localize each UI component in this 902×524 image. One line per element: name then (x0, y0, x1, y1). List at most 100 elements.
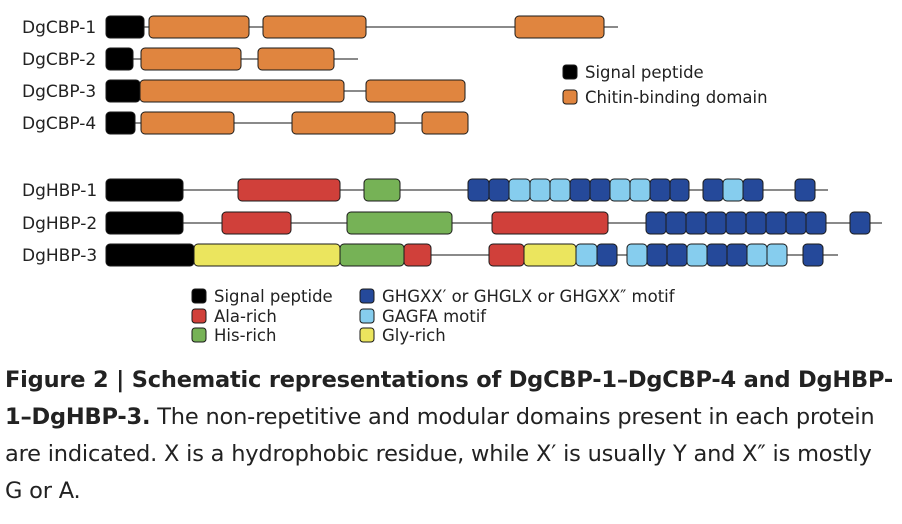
ghgxx-motif-domain (669, 178, 690, 202)
ghgxx-motif-domain (742, 178, 764, 202)
gagfa-motif-domain (626, 243, 648, 267)
ala-rich-domain (491, 211, 609, 235)
legend-label: Signal peptide (585, 63, 704, 82)
protein-label: DgCBP-4 (22, 114, 96, 134)
legend-swatch (191, 288, 207, 304)
gagfa-motif-domain (575, 243, 598, 267)
signal-peptide-domain (105, 243, 195, 267)
ghgxx-motif-domain (488, 178, 510, 202)
chitin-binding-domain (291, 111, 396, 135)
caption-title: Figure 2 | Schematic representations of … (5, 367, 893, 430)
legend-swatch (359, 308, 375, 324)
ghgxx-motif-domain (649, 178, 671, 202)
chitin-binding-domain (140, 47, 242, 71)
legend-signal-peptide: Signal peptide (562, 63, 704, 82)
protein-label: DgCBP-1 (22, 18, 96, 38)
legend-swatch (359, 288, 375, 304)
legend-swatch (562, 89, 578, 105)
ghgxx-motif-domain (646, 243, 668, 267)
chitin-binding-domain (262, 15, 367, 39)
protein-dgcbp-3: DgCBP-3 (22, 79, 466, 103)
legend-label: His-rich (214, 326, 276, 345)
chitin-binding-domain (365, 79, 466, 103)
domain-schematic: DgCBP-1 DgCBP-2 DgCBP-3 DgCBP-4 Signal pept… (22, 15, 882, 345)
legend-label: Gly-rich (382, 326, 446, 345)
signal-peptide-domain (105, 47, 134, 71)
ghgxx-motif-domain (726, 243, 748, 267)
chitin-binding-domain (139, 79, 345, 103)
protein-dgcbp-2: DgCBP-2 (22, 47, 358, 71)
protein-dghbp-3: DgHBP-3 (22, 243, 838, 267)
ghgxx-motif-domain (645, 211, 667, 235)
ghgxx-motif-domain (589, 178, 611, 202)
dghbp-schematics: DgHBP-1 DgHBP-2 DgHBP-3 (22, 178, 882, 267)
ghgxx-motif-domain (702, 178, 724, 202)
protein-dghbp-2: DgHBP-2 (22, 211, 882, 235)
ghgxx-motif-domain (569, 178, 591, 202)
gagfa-motif-domain (549, 178, 571, 202)
ghgxx-motif-domain (596, 243, 618, 267)
chitin-binding-domain (257, 47, 335, 71)
ghgxx-motif-domain (685, 211, 707, 235)
ala-rich-domain (488, 243, 525, 267)
gagfa-motif-domain (722, 178, 744, 202)
legend-swatch (191, 327, 207, 343)
gagfa-motif-domain (686, 243, 708, 267)
protein-label: DgHBP-2 (22, 214, 97, 234)
ghgxx-motif-domain (706, 243, 728, 267)
chitin-binding-domain (421, 111, 469, 135)
ghgxx-motif-domain (785, 211, 807, 235)
ala-rich-domain (403, 243, 432, 267)
legend-gly-rich: Gly-rich (359, 326, 446, 345)
signal-peptide-domain (105, 15, 145, 39)
protein-label: DgCBP-2 (22, 50, 96, 70)
gly-rich-domain (523, 243, 577, 267)
legend-swatch (359, 327, 375, 343)
caption-body: The non-repetitive and modular domains p… (5, 404, 875, 504)
ghgxx-motif-domain (805, 211, 827, 235)
ala-rich-domain (237, 178, 341, 202)
legend-label: GHGXX′ or GHGLX or GHGXX″ motif (382, 287, 676, 306)
ghgxx-motif-domain (745, 211, 767, 235)
legend-swatch (191, 308, 207, 324)
protein-label: DgHBP-3 (22, 246, 97, 266)
gagfa-motif-domain (508, 178, 531, 202)
signal-peptide-domain (105, 178, 184, 202)
ghgxx-motif-domain (794, 178, 816, 202)
gagfa-motif-domain (766, 243, 788, 267)
ghgxx-motif-domain (665, 211, 687, 235)
legend-swatch (562, 64, 578, 80)
ghgxx-motif-domain (849, 211, 871, 235)
chitin-binding-domain (140, 111, 235, 135)
dgcbp-schematics: DgCBP-1 DgCBP-2 DgCBP-3 DgCBP-4 (22, 15, 618, 135)
protein-label: DgCBP-3 (22, 82, 96, 102)
legend-label: GAGFA motif (382, 307, 487, 326)
ghgxx-motif-domain (765, 211, 787, 235)
chitin-binding-domain (148, 15, 250, 39)
gagfa-motif-domain (529, 178, 551, 202)
legend-label: Ala-rich (214, 307, 277, 326)
ghgxx-motif-domain (705, 211, 727, 235)
legend-his-rich: His-rich (191, 326, 276, 345)
figure-caption: Figure 2 | Schematic representations of … (5, 362, 895, 510)
protein-dgcbp-1: DgCBP-1 (22, 15, 618, 39)
ghgxx-motif-domain (802, 243, 824, 267)
ala-rich-domain (221, 211, 292, 235)
protein-label: DgHBP-1 (22, 181, 97, 201)
protein-dgcbp-4: DgCBP-4 (22, 111, 469, 135)
gagfa-motif-domain (609, 178, 631, 202)
his-rich-domain (346, 211, 453, 235)
signal-peptide-domain (105, 211, 184, 235)
legend-ala-rich: Ala-rich (191, 307, 277, 326)
signal-peptide-domain (105, 79, 141, 103)
ghgxx-motif-domain (725, 211, 747, 235)
legend-ghgxx-motif: GHGXX′ or GHGLX or GHGXX″ motif (359, 287, 676, 306)
signal-peptide-domain (105, 111, 136, 135)
legend-signal-peptide: Signal peptide (191, 287, 333, 306)
gly-rich-domain (193, 243, 341, 267)
his-rich-domain (339, 243, 405, 267)
gagfa-motif-domain (629, 178, 651, 202)
legend-chitin-binding: Chitin-binding domain (562, 88, 768, 107)
chitin-binding-domain (514, 15, 605, 39)
